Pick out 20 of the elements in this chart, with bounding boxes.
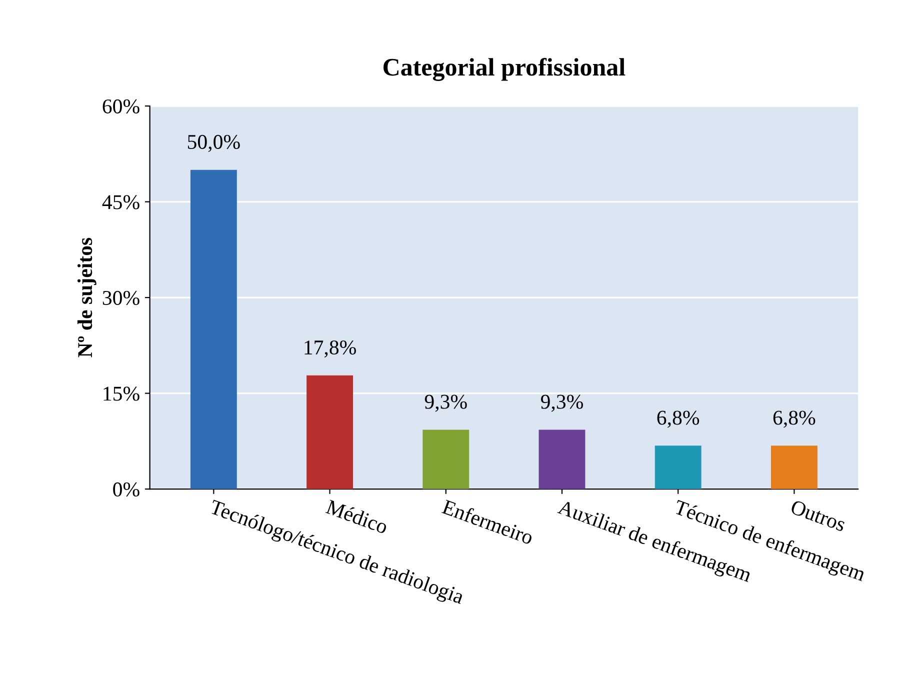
chart-title: Categorial profissional xyxy=(384,58,626,81)
data-label: 50,0% xyxy=(188,134,240,152)
data-label: 9,3% xyxy=(424,394,467,412)
data-label: 6,8% xyxy=(773,410,816,428)
bar xyxy=(770,446,818,490)
bar xyxy=(422,430,470,490)
bar xyxy=(306,375,354,490)
data-label: 6,8% xyxy=(657,410,700,428)
data-label: 17,8% xyxy=(304,340,356,358)
y-tick-label: 15% xyxy=(104,386,140,401)
y-tick-label: 45% xyxy=(102,195,140,210)
bar xyxy=(538,430,586,490)
x-tick-label: Outros xyxy=(790,500,847,532)
data-label: 9,3% xyxy=(540,394,583,412)
bar xyxy=(190,170,237,490)
y-tick-label: 0% xyxy=(113,482,140,497)
y-tick-label: 60% xyxy=(102,99,140,114)
y-axis-title: Nº de sujeitos xyxy=(77,238,96,358)
bar xyxy=(654,446,702,490)
y-tick-label: 30% xyxy=(102,290,140,306)
